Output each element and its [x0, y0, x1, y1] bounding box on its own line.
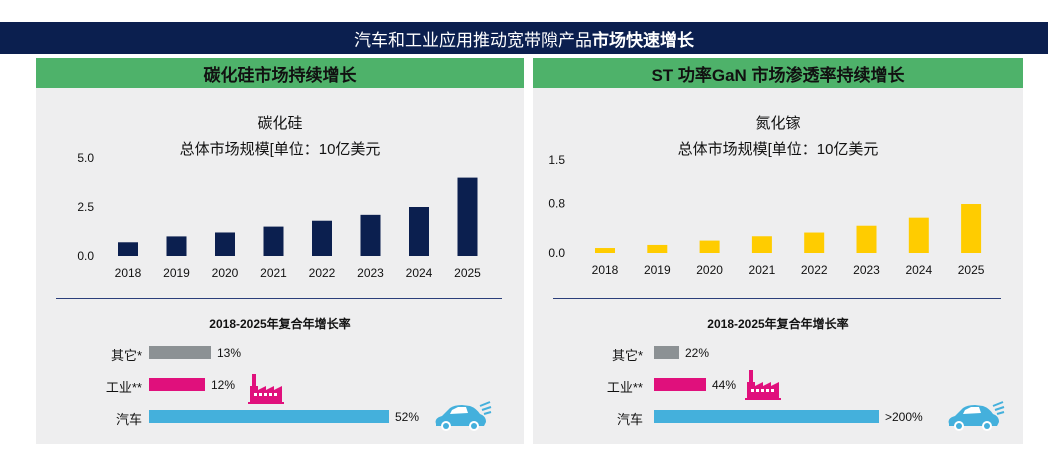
sic-cagr-value: 13%: [217, 346, 242, 360]
sic-ytick-label: 2.5: [77, 200, 94, 214]
sic-cagr-value: 52%: [395, 410, 420, 424]
gan-chart-title: 氮化镓: [755, 115, 801, 132]
gan-cagr-bar: [654, 410, 879, 423]
banner: 汽车和工业应用推动宽带隙产品 市场快速增长: [0, 22, 1048, 54]
gan-cagr-label: 工业**: [606, 380, 643, 395]
sic-xtick-label: 2024: [406, 266, 433, 280]
gan-bar-2024: [908, 217, 929, 253]
sic-bar-chart: 0.0 2.5 5.0 2018 2019 2020 2021 2022 2023 2024 202…: [77, 151, 481, 280]
sic-cagr-bar: [149, 346, 211, 359]
gan-xtick-label: 2023: [853, 263, 880, 277]
sic-bar-2020: [215, 232, 235, 256]
sic-chart-title: 碳化硅: [257, 115, 303, 132]
gan-xtick-label: 2019: [644, 263, 671, 277]
sic-xtick-label: 2020: [212, 266, 239, 280]
gan-xtick-label: 2021: [749, 263, 776, 277]
sic-cagr-bar: [149, 378, 205, 391]
gan-xtick-label: 2024: [905, 263, 932, 277]
gan-cagr-bar: [654, 346, 679, 359]
sic-xtick-label: 2022: [309, 266, 336, 280]
sic-xtick-label: 2023: [357, 266, 384, 280]
gan-bar-2020: [699, 240, 720, 253]
sic-cagr-label: 工业**: [105, 380, 142, 395]
sic-bar-2022: [312, 220, 332, 256]
sic-bar-2025: [457, 177, 478, 256]
gan-xtick-label: 2025: [958, 263, 985, 277]
sic-panel: 碳化硅市场持续增长 碳化硅 总体市场规模[单位：10亿美元 0.0 2.5 5.0 2…: [36, 58, 524, 444]
gan-xtick-label: 2018: [592, 263, 619, 277]
gan-cagr-bar: [654, 378, 706, 391]
gan-cagr-label: 其它*: [611, 348, 643, 363]
gan-bar-2018: [595, 248, 615, 253]
banner-title: 汽车和工业应用推动宽带隙产品: [354, 30, 592, 50]
gan-panel: ST 功率GaN 市场渗透率持续增长 氮化镓 总体市场规模[单位：10亿美元 0…: [533, 58, 1023, 444]
gan-xtick-label: 2022: [801, 263, 828, 277]
sic-bar-2019: [166, 236, 187, 256]
factory-icon: [745, 370, 781, 400]
sic-separator: [56, 298, 502, 299]
sic-xtick-label: 2018: [115, 266, 142, 280]
sic-bar-2024: [409, 207, 429, 256]
gan-xtick-label: 2020: [696, 263, 723, 277]
gan-chart-subtitle: 总体市场规模[单位：10亿美元: [677, 141, 879, 158]
gan-bar-2025: [961, 204, 982, 253]
gan-cagr-title: 2018-2025年复合年增长率: [707, 317, 849, 331]
sic-ytick-label: 0.0: [77, 249, 94, 263]
sic-cagr-label: 其它*: [110, 348, 142, 363]
gan-panel-header: ST 功率GaN 市场渗透率持续增长: [533, 58, 1023, 88]
sic-cagr-label: 汽车: [115, 412, 142, 427]
gan-cagr-value: 22%: [685, 346, 710, 360]
factory-icon: [248, 374, 284, 404]
sic-panel-header: 碳化硅市场持续增长: [36, 58, 524, 88]
sic-chart-subtitle: 总体市场规模[单位：10亿美元: [179, 141, 381, 158]
sic-cagr-title: 2018-2025年复合年增长率: [209, 317, 351, 331]
gan-bar-2019: [647, 244, 668, 253]
gan-ytick-label: 0.0: [548, 246, 565, 260]
gan-ytick-label: 1.5: [548, 153, 565, 167]
gan-cagr-value: 44%: [712, 378, 737, 392]
gan-bar-2022: [804, 232, 825, 253]
gan-cagr-value: >200%: [885, 410, 923, 424]
gan-bar-chart: 0.0 0.8 1.5 2018 2019 2020 2021 2022 2023 2024 202…: [548, 153, 985, 277]
banner-title-bold: 市场快速增长: [592, 30, 694, 50]
sic-xtick-label: 2025: [454, 266, 481, 280]
gan-ytick-label: 0.8: [548, 196, 565, 210]
gan-bar-2023: [856, 225, 877, 253]
sic-bar-2018: [118, 242, 138, 256]
sic-bar-2021: [263, 226, 284, 256]
gan-cagr-label: 汽车: [616, 412, 643, 427]
sic-cagr-value: 12%: [211, 378, 236, 392]
gan-bar-2021: [751, 236, 772, 253]
car-icon: [948, 401, 1005, 431]
sic-xtick-label: 2021: [260, 266, 287, 280]
gan-separator: [553, 298, 1001, 299]
sic-xtick-label: 2019: [163, 266, 190, 280]
sic-cagr-bar: [149, 410, 389, 423]
sic-bar-2023: [360, 214, 381, 256]
sic-ytick-label: 5.0: [77, 151, 94, 165]
car-icon: [435, 401, 492, 431]
